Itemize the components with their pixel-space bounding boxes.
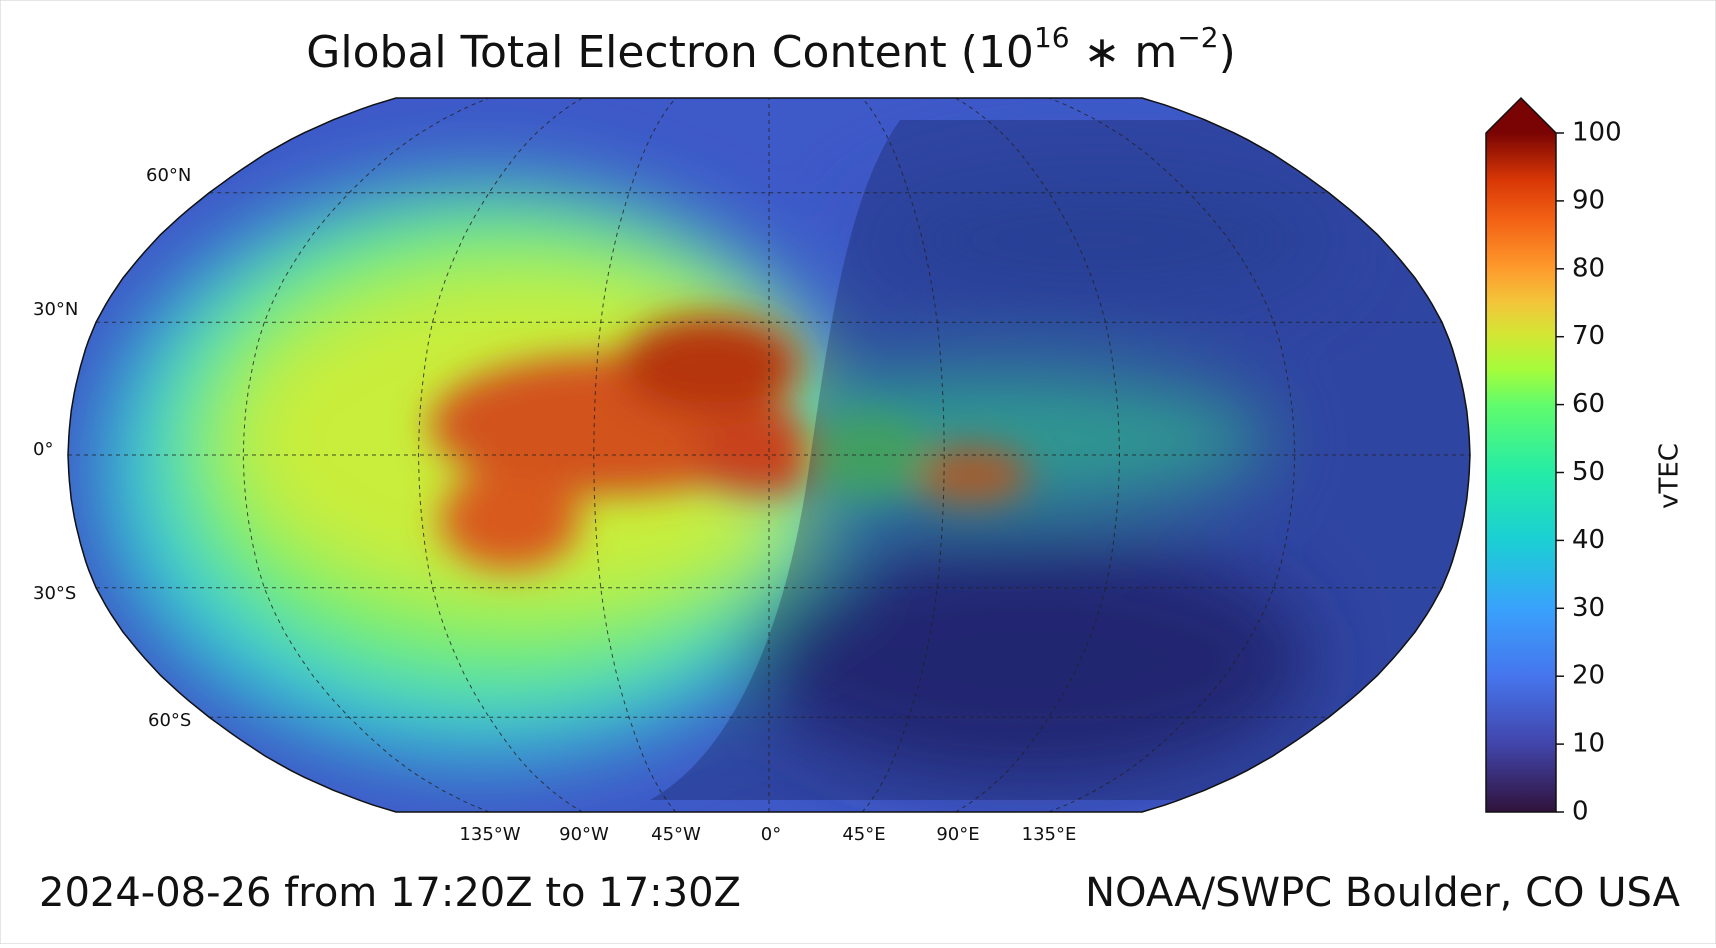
lon-label: 135°W — [459, 824, 520, 845]
colorbar-extend — [1486, 98, 1556, 133]
colorbar-tick-label: 0 — [1572, 797, 1589, 827]
colorbar-tick-label: 40 — [1572, 525, 1605, 555]
colorbar-tick-label: 60 — [1572, 389, 1605, 419]
lon-label: 90°E — [936, 824, 979, 845]
colorbar-tick-label: 100 — [1572, 118, 1622, 148]
colorbar-tick-label: 70 — [1572, 321, 1605, 351]
lon-label: 0° — [761, 824, 781, 845]
lat-label: 30°N — [33, 299, 78, 320]
meridian — [861, 97, 945, 813]
meridian — [593, 97, 677, 813]
chart-title: Global Total Electron Content (1016 ∗ m−… — [306, 21, 1235, 78]
meridian — [955, 97, 1121, 813]
colorbar-tick-label: 50 — [1572, 457, 1605, 487]
colorbar-outline — [1485, 96, 1557, 813]
title-superscript: 16 — [1034, 21, 1070, 54]
colorbar-label: vTEC — [1655, 443, 1685, 509]
colorbar-tick-label: 30 — [1572, 593, 1605, 623]
meridian — [417, 97, 583, 813]
tec-field — [68, 98, 1470, 812]
footer-right: NOAA/SWPC Boulder, CO USA — [1085, 870, 1681, 916]
title-part: ) — [1219, 27, 1236, 78]
lon-label: 45°E — [842, 824, 885, 845]
lat-label: 60°S — [148, 710, 191, 731]
footer-left: 2024-08-26 from 17:20Z to 17:30Z — [39, 870, 741, 916]
meridian — [1048, 97, 1296, 813]
graticule — [68, 97, 1470, 813]
lat-label: 0° — [33, 439, 53, 460]
lat-label: 30°S — [33, 583, 76, 604]
colorbar-tick-label: 80 — [1572, 253, 1605, 283]
meridian — [242, 97, 490, 813]
title-part: ∗ m — [1070, 27, 1178, 78]
lon-label: 90°W — [559, 824, 609, 845]
lon-label: 135°E — [1022, 824, 1077, 845]
map-outline — [67, 97, 1471, 813]
colorbar-tick-label: 90 — [1572, 185, 1605, 215]
colorbar — [1486, 133, 1556, 812]
lat-label: 60°N — [146, 165, 191, 186]
colorbar-tick-label: 20 — [1572, 661, 1605, 691]
title-part: Global Total Electron Content (10 — [306, 27, 1034, 78]
title-superscript: −2 — [1177, 21, 1218, 54]
lon-label: 45°W — [651, 824, 701, 845]
colorbar-tick-label: 10 — [1572, 729, 1605, 759]
